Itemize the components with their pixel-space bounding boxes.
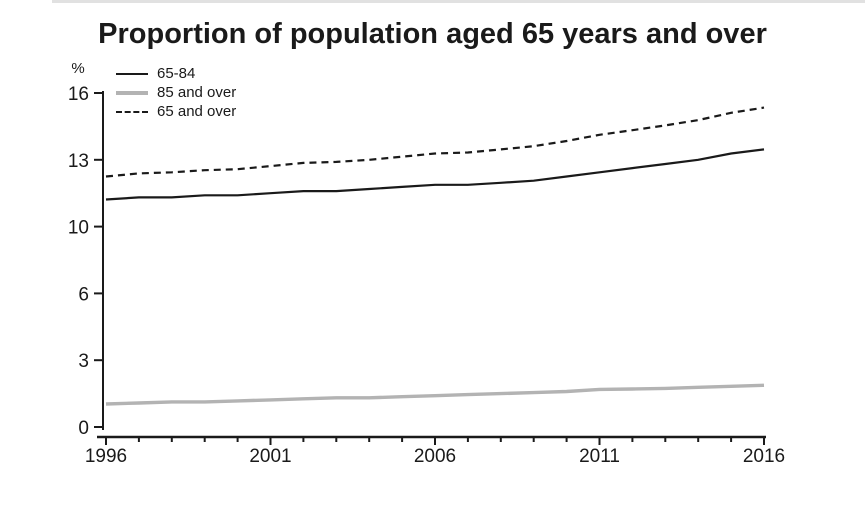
y-tick-label: 10 bbox=[68, 218, 89, 239]
y-tick-label: 6 bbox=[78, 284, 89, 305]
x-tick-label: 1996 bbox=[85, 446, 127, 467]
chart-title: Proportion of population aged 65 years a… bbox=[98, 18, 767, 50]
solid-gray-line-swatch-icon bbox=[116, 90, 148, 95]
series-line-65-84 bbox=[105, 148, 765, 201]
y-tick-label: 3 bbox=[78, 351, 89, 372]
series-line-65-and-over bbox=[105, 106, 765, 178]
y-tick-label: 0 bbox=[78, 418, 89, 439]
top-edge-line bbox=[52, 0, 865, 3]
legend-item-85-and-over: 85 and over bbox=[116, 83, 236, 102]
legend-label: 65-84 bbox=[157, 65, 196, 82]
y-axis-unit-label: % bbox=[71, 60, 84, 77]
legend-item-65-84: 65-84 bbox=[116, 64, 236, 83]
series-line-85-and-over bbox=[105, 383, 765, 406]
x-tick-label: 2006 bbox=[414, 446, 456, 467]
x-tick-label: 2011 bbox=[579, 446, 620, 467]
legend-label: 65 and over bbox=[157, 103, 237, 120]
y-tick-label: 16 bbox=[68, 84, 89, 105]
chart-legend: 65-84 85 and over 65 and over bbox=[116, 64, 236, 121]
x-tick-label: 2016 bbox=[743, 446, 785, 467]
legend-item-65-and-over: 65 and over bbox=[116, 102, 236, 121]
solid-black-line-swatch-icon bbox=[116, 72, 148, 75]
legend-label: 85 and over bbox=[157, 84, 237, 101]
dashed-black-line-swatch-icon bbox=[116, 110, 148, 113]
y-tick-label: 13 bbox=[68, 151, 89, 172]
x-tick-label: 2001 bbox=[249, 446, 291, 467]
